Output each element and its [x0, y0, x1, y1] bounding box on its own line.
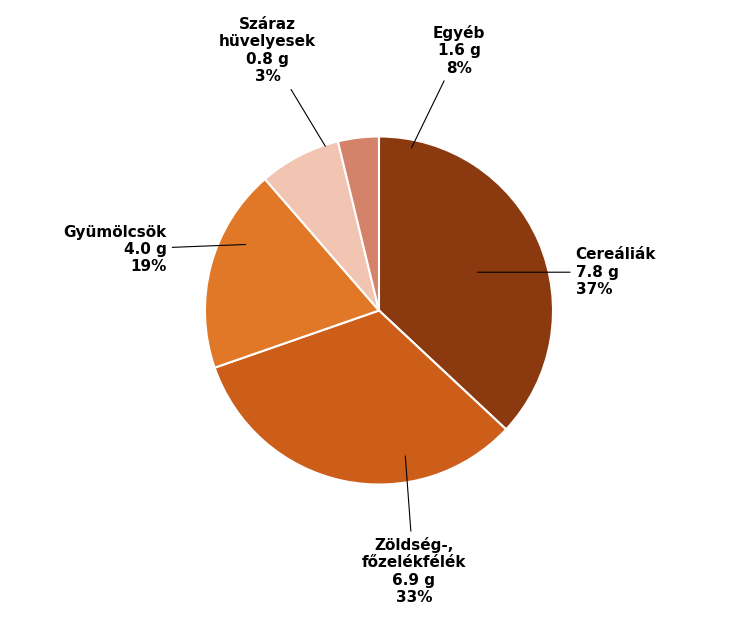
Wedge shape — [205, 179, 379, 368]
Text: Egyéb
1.6 g
8%: Egyéb 1.6 g 8% — [412, 25, 485, 148]
Text: Gyümölcsök
4.0 g
19%: Gyümölcsök 4.0 g 19% — [63, 225, 246, 274]
Text: Cereáliák
7.8 g
37%: Cereáliák 7.8 g 37% — [478, 248, 656, 297]
Text: Zöldség-,
főzelékfélék
6.9 g
33%: Zöldség-, főzelékfélék 6.9 g 33% — [361, 456, 466, 605]
Wedge shape — [338, 136, 379, 310]
Wedge shape — [265, 141, 379, 310]
Text: Száraz
hüvelyesek
0.8 g
3%: Száraz hüvelyesek 0.8 g 3% — [219, 17, 325, 146]
Wedge shape — [379, 136, 553, 429]
Wedge shape — [215, 310, 506, 485]
